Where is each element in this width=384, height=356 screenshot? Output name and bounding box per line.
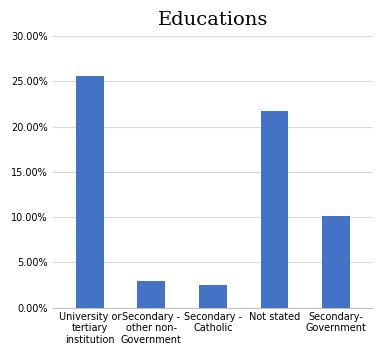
Bar xyxy=(199,285,227,308)
Bar xyxy=(137,281,165,308)
Title: Educations: Educations xyxy=(158,11,268,29)
Bar xyxy=(261,111,288,308)
Bar xyxy=(322,216,350,308)
Bar xyxy=(76,76,104,308)
